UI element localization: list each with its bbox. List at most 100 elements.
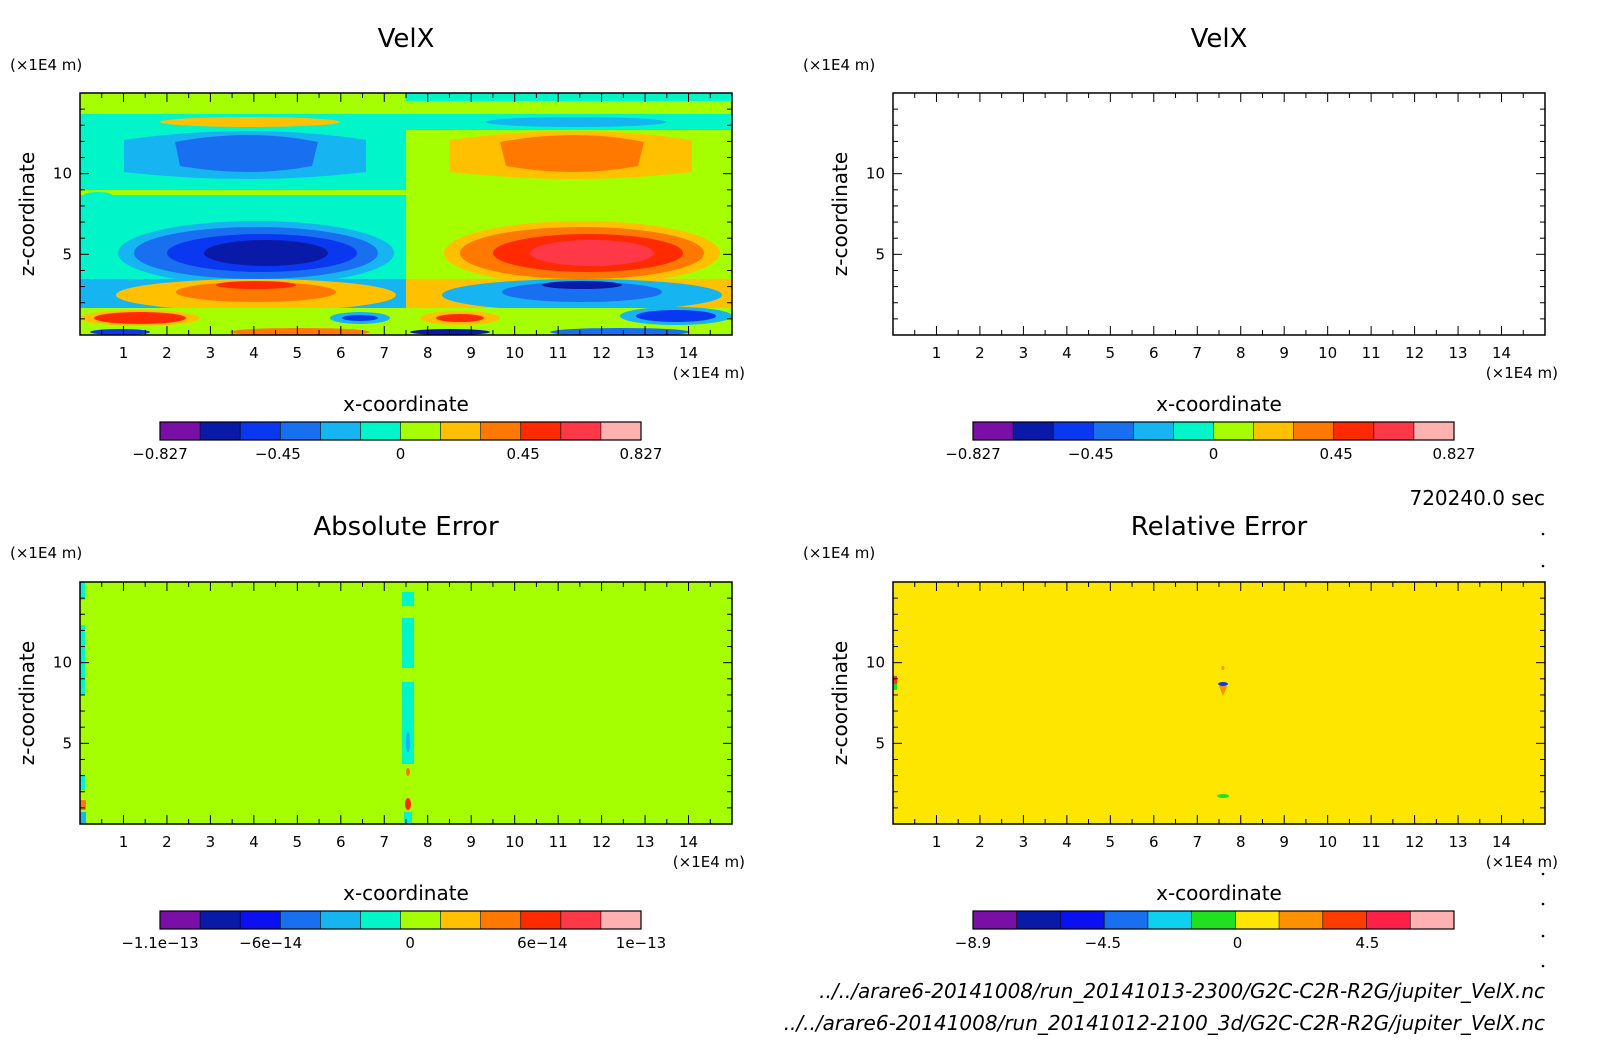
x-axis-label: x-coordinate [343, 881, 469, 905]
x-tick-label: 13 [636, 344, 655, 362]
colorbar-swatch [1213, 422, 1255, 440]
x-tick-label: 8 [423, 344, 433, 362]
x-tick-label: 8 [1236, 833, 1246, 851]
x-tick-label: 11 [1362, 833, 1381, 851]
colorbar-swatch [1413, 422, 1455, 440]
colorbar-relative-error: −8.9 −4.5 0 4.5 [955, 910, 1455, 952]
x-tick-label: 1 [932, 833, 942, 851]
x-tick-label: 8 [1236, 344, 1246, 362]
panel-relative-error: Relative Error (×1E4 m) 1 2 3 4 5 6 7 8 9 10 11 12 1… [803, 512, 1558, 905]
x-tick-label: 6 [1149, 344, 1159, 362]
y-axis-label: z-coordinate [828, 641, 852, 765]
x-tick-label: 12 [592, 344, 611, 362]
x-tick-label: 9 [466, 344, 476, 362]
x-tick-label: 7 [379, 833, 389, 851]
colorbar-swatch [360, 422, 401, 440]
colorbar-swatch [1410, 911, 1455, 929]
colorbar-swatch [600, 422, 642, 440]
x-axis-label: x-coordinate [343, 392, 469, 416]
y-unit-label: (×1E4 m) [803, 544, 875, 562]
x-tick-label: 13 [1449, 344, 1468, 362]
file-path-2: ../../arare6-20141008/run_20141012-2100_… [784, 1011, 1545, 1035]
colorbar-swatch [1013, 422, 1054, 440]
x-tick-label: 10 [505, 344, 524, 362]
colorbar-swatch [1133, 422, 1174, 440]
x-tick-label: 12 [1405, 833, 1424, 851]
y-axis-label: z-coordinate [15, 641, 39, 765]
colorbar-swatch [240, 422, 281, 440]
x-axis-label: x-coordinate [1156, 392, 1282, 416]
colorbar-swatch [1235, 911, 1280, 929]
colorbar-tick-label: −0.45 [1068, 445, 1114, 463]
y-unit-label: (×1E4 m) [10, 544, 82, 562]
colorbar-swatch [200, 911, 241, 929]
x-tick-label: 1 [119, 833, 129, 851]
colorbar-tick-label: 0 [1209, 445, 1219, 463]
y-tick-label: 5 [62, 734, 72, 752]
x-tick-label: 1 [932, 344, 942, 362]
colorbar-tick-label: −8.9 [955, 934, 991, 952]
plot-frame [892, 92, 1546, 336]
colorbar-swatch [480, 911, 522, 929]
colorbar-swatch [1147, 911, 1193, 929]
colorbar-tick-label: 0 [405, 934, 415, 952]
colorbar-swatch [1191, 911, 1236, 929]
x-tick-label: 3 [1019, 344, 1029, 362]
x-tick-label: 5 [293, 833, 303, 851]
colorbar-velx-left: −0.827 −0.45 0 0.45 0.827 [132, 421, 662, 463]
colorbar-tick-label: −6e−14 [239, 934, 302, 952]
x-tick-label: 12 [592, 833, 611, 851]
colorbar-swatch [280, 422, 321, 440]
x-tick-label: 5 [1106, 833, 1116, 851]
x-tick-label: 9 [1279, 344, 1289, 362]
x-tick-label: 8 [423, 833, 433, 851]
x-tick-label: 4 [249, 344, 259, 362]
colorbar-tick-label: −0.45 [255, 445, 301, 463]
colorbar-frame [972, 421, 1455, 441]
y-tick-label: 10 [866, 165, 885, 183]
panel-title: VelX [378, 24, 435, 54]
y-tick-label: 5 [62, 245, 72, 263]
panel-title: VelX [1191, 24, 1248, 54]
colorbar-swatch [1016, 911, 1061, 929]
x-tick-label: 7 [1192, 833, 1202, 851]
x-tick-label: 11 [549, 833, 568, 851]
file-path-1: ../../arare6-20141008/run_20141013-2300/… [819, 979, 1545, 1003]
y-unit-label: (×1E4 m) [10, 56, 82, 74]
x-tick-label: 13 [1449, 833, 1468, 851]
velx-contour-field [80, 93, 732, 335]
colorbar-swatch [1104, 911, 1149, 929]
colorbar-swatch [400, 911, 442, 929]
y-tick-label: 10 [53, 165, 72, 183]
x-tick-label: 10 [1318, 833, 1337, 851]
x-axis-label: x-coordinate [1156, 881, 1282, 905]
colorbar-swatch [440, 911, 482, 929]
x-tick-label: 11 [549, 344, 568, 362]
colorbar-swatch [1293, 422, 1335, 440]
x-tick-label: 13 [636, 833, 655, 851]
x-unit-label: (×1E4 m) [673, 364, 745, 382]
x-tick-label: 14 [679, 833, 698, 851]
colorbar-tick-label: 4.5 [1355, 934, 1379, 952]
x-tick-label: 14 [1492, 833, 1511, 851]
colorbar-tick-label: 0 [396, 445, 406, 463]
colorbar-tick-label: 6e−14 [517, 934, 567, 952]
colorbar-swatch [320, 422, 361, 440]
x-tick-label: 4 [249, 833, 259, 851]
colorbar-tick-label: 0.827 [1433, 445, 1476, 463]
x-tick-label: 2 [162, 833, 172, 851]
colorbar-swatch [1173, 422, 1214, 440]
colorbar-swatch [160, 422, 201, 440]
colorbar-velx-right: −0.827 −0.45 0 0.45 0.827 [945, 421, 1476, 463]
y-axis-label: z-coordinate [828, 152, 852, 276]
velx-contour-field [893, 93, 1545, 336]
colorbar-tick-label: −4.5 [1085, 934, 1121, 952]
colorbar-absolute-error: −1.1e−13 −6e−14 0 6e−14 1e−13 [121, 910, 666, 952]
colorbar-swatch [400, 422, 442, 440]
abs-error-field [80, 582, 732, 824]
colorbar-tick-label: −1.1e−13 [121, 934, 198, 952]
